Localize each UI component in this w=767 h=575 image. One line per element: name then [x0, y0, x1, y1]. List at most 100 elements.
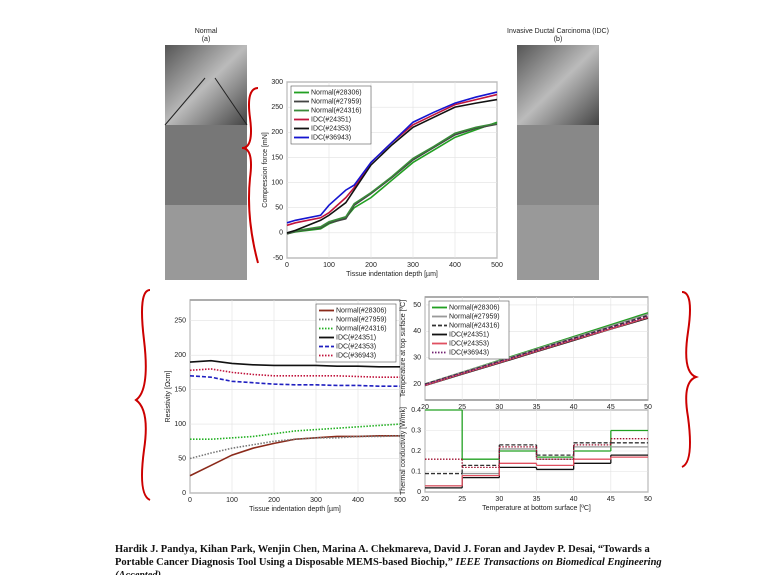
series-line	[286, 98, 498, 234]
y-tick-label: 0	[182, 490, 186, 497]
x-tick-label: 500	[394, 497, 406, 504]
image-title: Invasive Ductal Carcinoma (IDC)	[507, 28, 609, 35]
y-tick-label: 100	[271, 179, 283, 186]
legend-box	[315, 303, 397, 363]
x-tick-label: 45	[607, 404, 615, 411]
y-tick-label: 30	[413, 355, 421, 362]
series-line	[190, 423, 401, 441]
x-tick-label: 0	[285, 262, 289, 269]
legend-label: IDC(#36943)	[449, 349, 489, 356]
caption: Hardik J. Pandya, Kihan Park, Wenjin Che…	[115, 543, 675, 575]
y-tick-label: 50	[275, 205, 283, 212]
y-tick-label: 20	[413, 381, 421, 388]
x-tick-label: 400	[449, 262, 461, 269]
legend-label: IDC(#24351)	[449, 331, 489, 338]
image-title: Normal	[195, 28, 218, 35]
x-tick-label: 40	[570, 404, 578, 411]
x-tick-label: 50	[644, 496, 652, 503]
legend-box	[428, 300, 510, 360]
x-tick-label: 200	[268, 497, 280, 504]
legend-label: Normal(#27959)	[336, 316, 387, 323]
x-tick-label: 100	[226, 497, 238, 504]
caption-journal: IEEE Transactions on Biomedical Engineer…	[115, 557, 662, 575]
x-axis-label: Temperature at bottom surface [ºC]	[482, 505, 591, 512]
brace	[134, 289, 151, 501]
legend-box	[290, 85, 372, 145]
x-tick-label: 50	[644, 404, 652, 411]
x-axis-label: Tissue indentation depth [µm]	[346, 271, 438, 278]
image-label: (a)	[202, 36, 211, 43]
series-line	[189, 368, 400, 378]
legend-label: IDC(#24353)	[311, 125, 351, 132]
y-tick-label: 0	[417, 489, 421, 496]
caption-authors: Hardik J. Pandya, Kihan Park, Wenjin Che…	[115, 544, 596, 555]
y-tick-label: 40	[413, 328, 421, 335]
x-tick-label: 200	[365, 262, 377, 269]
y-tick-label: 250	[174, 318, 186, 325]
x-tick-label: 300	[310, 497, 322, 504]
y-tick-label: 0.4	[411, 407, 421, 414]
y-tick-label: 0	[279, 230, 283, 237]
y-tick-label: -50	[273, 255, 283, 262]
x-tick-label: 40	[570, 496, 578, 503]
y-axis-label: Resistivity [Ωcm]	[165, 370, 172, 422]
y-axis-label: Compression force [mN]	[262, 132, 269, 208]
legend-label: Normal(#28306)	[311, 89, 362, 96]
series-line	[189, 359, 400, 368]
series-line	[189, 434, 401, 460]
legend-label: IDC(#24351)	[311, 116, 351, 123]
legend-label: Normal(#24316)	[449, 322, 500, 329]
y-tick-label: 150	[271, 154, 283, 161]
y-tick-label: 300	[271, 79, 283, 86]
x-tick-label: 25	[458, 404, 466, 411]
x-tick-label: 20	[421, 404, 429, 411]
x-tick-label: 300	[407, 262, 419, 269]
series-line	[424, 316, 649, 386]
left-images	[164, 45, 248, 280]
y-tick-label: 0.3	[411, 427, 421, 434]
x-axis-label: Tissue indentation depth [µm]	[249, 506, 341, 513]
legend-label: Normal(#24316)	[311, 107, 362, 114]
series-line	[189, 375, 400, 387]
y-tick-label: 50	[413, 302, 421, 309]
x-tick-label: 20	[421, 496, 429, 503]
y-tick-label: 200	[271, 129, 283, 136]
y-tick-label: 200	[174, 352, 186, 359]
series-line	[286, 121, 498, 235]
image-label: (b)	[554, 36, 563, 43]
right-images	[517, 45, 599, 280]
legend-label: Normal(#27959)	[311, 98, 362, 105]
brace	[681, 291, 699, 468]
x-tick-label: 35	[533, 404, 541, 411]
y-tick-label: 100	[174, 421, 186, 428]
legend-label: IDC(#24353)	[449, 340, 489, 347]
legend-label: Normal(#24316)	[336, 325, 387, 332]
brace	[241, 87, 259, 264]
legend-label: Normal(#27959)	[449, 313, 500, 320]
legend-label: IDC(#36943)	[311, 134, 351, 141]
x-tick-label: 100	[323, 262, 335, 269]
legend-label: IDC(#24353)	[336, 343, 376, 350]
legend-label: IDC(#24351)	[336, 334, 376, 341]
y-axis-label: Thermal conductivity [W/mk]	[400, 407, 407, 495]
y-tick-label: 150	[174, 386, 186, 393]
y-tick-label: 250	[271, 104, 283, 111]
y-axis-label: Temperature at top surface [ºC]	[400, 300, 407, 397]
caption-title: “Towards a Portable Cancer Diagnosis Too…	[115, 544, 650, 568]
y-tick-label: 0.2	[411, 448, 421, 455]
x-tick-label: 400	[352, 497, 364, 504]
y-tick-label: 0.1	[411, 468, 421, 475]
series-line	[286, 122, 498, 234]
x-tick-label: 0	[188, 497, 192, 504]
series-line	[286, 91, 498, 224]
x-tick-label: 45	[607, 496, 615, 503]
x-tick-label: 500	[491, 262, 503, 269]
x-tick-label: 30	[495, 496, 503, 503]
x-tick-label: 25	[458, 496, 466, 503]
legend-label: Normal(#28306)	[336, 307, 387, 314]
series-line	[286, 123, 498, 235]
x-tick-label: 35	[533, 496, 541, 503]
